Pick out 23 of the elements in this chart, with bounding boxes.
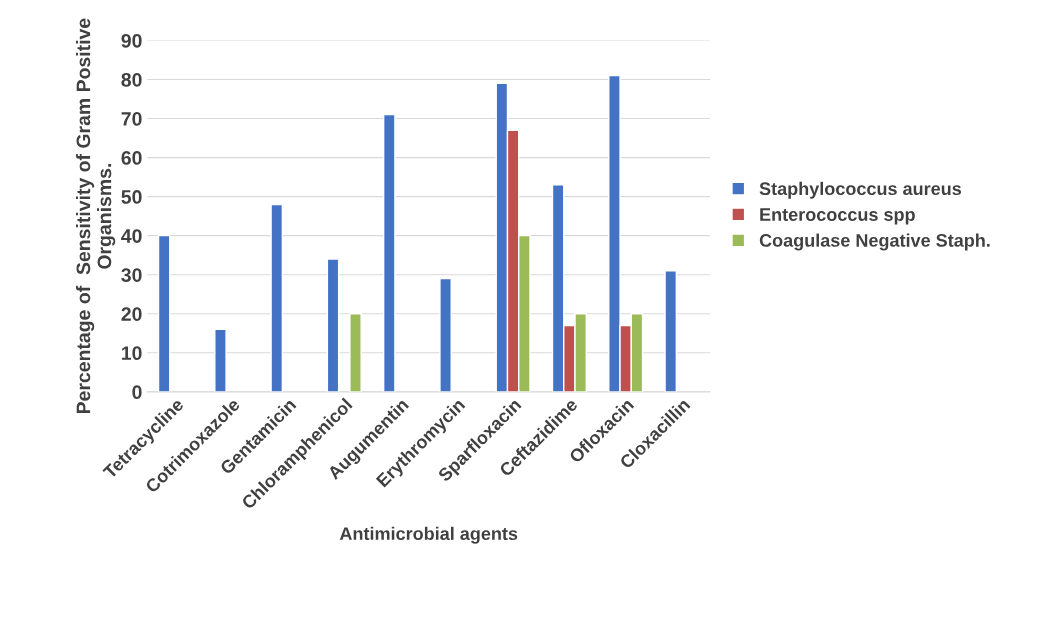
bar [664, 270, 678, 392]
y-tick-label: 60 [121, 151, 142, 165]
bar [214, 328, 227, 392]
y-tick-label: 10 [122, 346, 142, 361]
bar [270, 203, 284, 392]
x-axis-title: Antimicrobial agents [339, 526, 518, 544]
bar [349, 313, 362, 392]
y-tick-label: 40 [121, 229, 142, 243]
legend-label: Staphylococcus aureus [759, 181, 962, 199]
y-tick-label: 70 [121, 111, 142, 126]
y-tick-label: 0 [132, 385, 142, 400]
bar [157, 234, 171, 392]
bar [326, 258, 340, 392]
y-axis-title: Percentage of Sensitivity of Gram Positive Organisms. [76, 18, 116, 414]
y-tick-label: 80 [121, 72, 142, 87]
legend-label: Enterococcus spp [760, 208, 915, 225]
y-tick-label: 20 [121, 307, 142, 321]
y-tick-label: 50 [121, 190, 142, 204]
bar [382, 113, 396, 392]
y-tick-label: 30 [121, 268, 142, 282]
bar [439, 277, 452, 392]
legend-label: Coagulase Negative Staph. [759, 233, 990, 251]
y-tick-label: 90 [121, 33, 142, 48]
